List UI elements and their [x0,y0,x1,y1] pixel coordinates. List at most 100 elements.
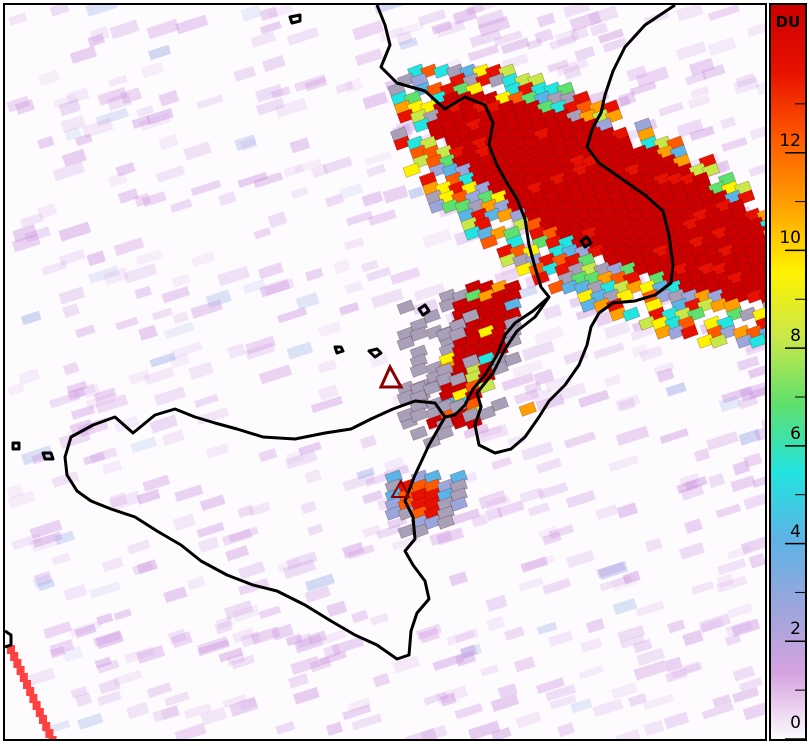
noise-pixel [113,608,132,621]
noise-pixel [239,137,258,152]
noise-pixel [255,83,284,103]
plume-pixel-low [490,396,509,412]
noise-pixel [72,383,96,399]
swath-edge-pixel [10,652,19,661]
noise-pixel [62,303,80,319]
noise-pixel [240,631,262,648]
noise-pixel [264,278,295,296]
noise-pixel [307,630,328,645]
noise-pixel [538,525,559,540]
noise-pixel [33,570,53,587]
noise-pixel [615,425,650,446]
noise-pixel [524,554,556,571]
noise-pixel [338,301,360,316]
noise-pixel [748,161,765,177]
noise-pixel [630,325,655,341]
noise-pixel [225,545,250,562]
noise-pixel [716,573,735,589]
noise-pixel [364,472,390,487]
noise-pixel [172,311,189,325]
noise-pixel [375,524,403,540]
noise-pixel [233,65,257,82]
noise-pixel [158,89,180,107]
noise-pixel [721,136,748,152]
noise-pixel [743,452,763,468]
noise-pixel [227,343,247,359]
plume-pixel-low [503,351,522,367]
noise-pixel [61,148,87,167]
noise-pixel [215,616,234,631]
noise-pixel [120,87,143,105]
noise-pixel [164,691,190,707]
island-6 [579,235,593,249]
swath-edge-pixel [7,645,15,654]
colorbar-tick-label: 4 [790,521,801,542]
noise-pixel [146,682,173,699]
island-4 [11,441,21,451]
noise-pixel [679,472,700,487]
noise-pixel [24,667,56,688]
coastline-mainland-west [375,5,551,419]
noise-pixel [635,66,669,88]
noise-pixel [58,428,92,450]
noise-pixel [466,5,498,15]
swath-edge-pixel [45,729,54,738]
noise-pixel [379,26,405,42]
noise-pixel [97,690,122,706]
noise-pixel [740,534,765,555]
noise-pixel [238,696,258,711]
noise-pixel [153,386,187,407]
noise-pixel [221,528,253,547]
noise-pixel [747,361,765,379]
noise-pixel [240,5,263,22]
noise-pixel [197,536,220,553]
noise-pixel [161,429,185,446]
noise-pixel [131,115,151,129]
noise-pixel [172,513,197,532]
noise-pixel [364,151,393,167]
noise-pixel [665,667,688,683]
noise-pixel [569,10,602,32]
noise-pixel [724,633,742,647]
noise-pixel [310,163,329,179]
noise-pixel [415,623,442,640]
noise-pixel [535,677,565,695]
noise-pixel [548,630,574,647]
noise-pixel [65,87,90,105]
noise-pixel [37,203,58,220]
noise-pixel [290,655,321,676]
so2-map[interactable] [3,3,767,741]
noise-pixel [87,33,106,48]
plume-pixel-low [409,407,428,423]
noise-pixel [675,41,707,61]
noise-pixel [520,556,549,573]
noise-pixel [480,664,499,677]
noise-pixel [362,490,383,505]
noise-pixel [500,37,530,55]
plume-pixel-low [461,353,480,369]
noise-pixel [592,698,624,718]
noise-pixel [175,14,209,35]
noise-pixel [658,101,684,117]
noise-pixel [15,99,35,115]
noise-pixel [325,721,344,736]
plume-pixel-edge [479,234,499,250]
noise-pixel [49,638,75,656]
noise-pixel [535,457,562,474]
noise-pixel [24,226,51,243]
noise-pixel [352,20,384,41]
noise-pixel [439,692,457,707]
noise-pixel [196,94,224,110]
noise-pixel [345,210,374,226]
noise-pixel [282,163,305,178]
noise-pixel [343,237,365,251]
noise-pixel [735,73,757,88]
noise-pixel [370,288,405,309]
noise-pixel [136,104,155,118]
noise-pixel [89,581,121,599]
noise-pixel [197,636,229,655]
plume-pixel-low [477,405,496,421]
noise-pixel [140,61,164,79]
noise-pixel [232,627,255,644]
plume-pixel-edge [761,297,765,313]
